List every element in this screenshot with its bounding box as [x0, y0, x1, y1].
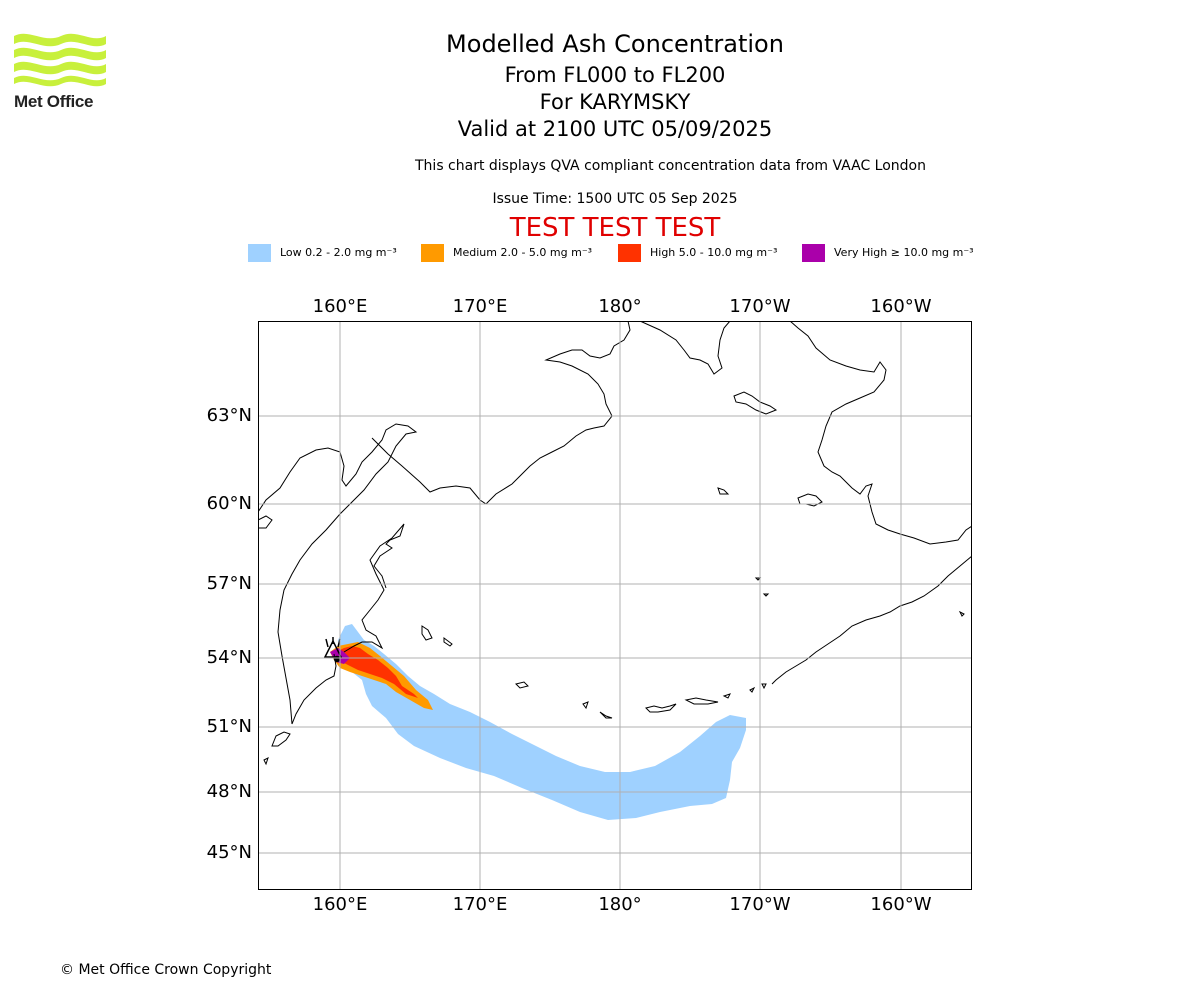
lon-label: 160°W: [870, 296, 931, 317]
lat-label: 51°N: [207, 716, 252, 737]
legend-swatch-low: [248, 244, 271, 262]
lon-labels-bottom: 160°E 170°E 180° 170°W 160°W: [313, 894, 932, 915]
lon-label: 180°: [598, 296, 641, 317]
lat-labels: 63°N 60°N 57°N 54°N 51°N 48°N 45°N: [207, 405, 252, 863]
legend-label-very-high: Very High ≥ 10.0 mg m⁻³: [834, 246, 974, 259]
chart-subtitle: This chart displays QVA compliant concen…: [415, 158, 926, 174]
logo-text: Met Office: [14, 92, 94, 111]
lon-label: 160°E: [313, 296, 368, 317]
volcano-name: For KARYMSKY: [539, 90, 691, 114]
met-office-wave-icon: [14, 33, 106, 87]
chart-title: Modelled Ash Concentration: [446, 30, 784, 58]
lon-label: 160°W: [870, 894, 931, 915]
lat-label: 63°N: [207, 405, 252, 426]
flight-levels: From FL000 to FL200: [504, 63, 726, 87]
lon-label: 170°E: [453, 296, 508, 317]
ash-plume-high: [336, 646, 418, 698]
coastlines: [258, 321, 972, 766]
map-frame: [258, 321, 972, 890]
legend-label-low: Low 0.2 - 2.0 mg m⁻³: [280, 246, 397, 259]
lon-label: 160°E: [313, 894, 368, 915]
lat-label: 54°N: [207, 647, 252, 668]
lat-label: 60°N: [207, 493, 252, 514]
test-banner: TEST TEST TEST: [509, 213, 721, 243]
lat-label: 57°N: [207, 573, 252, 594]
legend-swatch-very-high: [802, 244, 825, 262]
valid-time: Valid at 2100 UTC 05/09/2025: [457, 117, 773, 141]
lat-label: 45°N: [207, 842, 252, 863]
met-office-logo: Met Office: [14, 30, 109, 112]
legend-swatch-high: [618, 244, 641, 262]
lon-labels-top: 160°E 170°E 180° 170°W 160°W: [313, 296, 932, 317]
legend-label-high: High 5.0 - 10.0 mg m⁻³: [650, 246, 778, 259]
legend-label-medium: Medium 2.0 - 5.0 mg m⁻³: [453, 246, 593, 259]
issue-time: Issue Time: 1500 UTC 05 Sep 2025: [492, 191, 738, 207]
lon-label: 170°W: [729, 296, 790, 317]
copyright: © Met Office Crown Copyright: [60, 962, 272, 978]
lon-label: 170°W: [729, 894, 790, 915]
lon-label: 180°: [598, 894, 641, 915]
lat-label: 48°N: [207, 781, 252, 802]
legend-swatch-medium: [421, 244, 444, 262]
lon-label: 170°E: [453, 894, 508, 915]
gridlines: [258, 321, 972, 890]
ash-plume-low: [338, 624, 746, 820]
